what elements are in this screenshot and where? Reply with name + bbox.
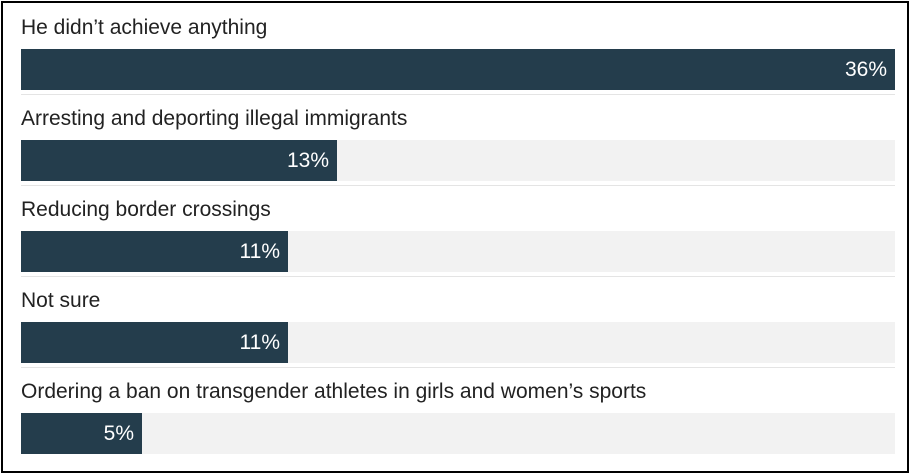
bar-track: 11% [21,322,895,363]
category-label: He didn’t achieve anything [21,16,268,39]
bar-row: Arresting and deporting illegal immigran… [21,94,895,186]
data-label: 5% [103,422,134,445]
data-label: 13% [286,149,329,172]
bar: 36% [21,49,895,90]
data-label: 11% [239,331,280,354]
bar-track: 11% [21,231,895,272]
data-label: 36% [844,58,887,81]
category-label: Not sure [21,289,101,312]
row-divider [21,367,895,368]
bar-track: 13% [21,140,895,181]
bar-track: 36% [21,49,895,90]
bar: 11% [21,322,288,363]
row-divider [21,94,895,95]
bar: 11% [21,231,288,272]
bar-row: Ordering a ban on transgender athletes i… [21,367,895,457]
category-label: Reducing border crossings [21,198,271,221]
bar-row: Not sure 11% [21,276,895,368]
bar-row: He didn’t achieve anything 36% [21,3,895,95]
bar-row: Reducing border crossings 11% [21,185,895,277]
bar-track: 5% [21,413,895,454]
row-divider [21,276,895,277]
category-label: Ordering a ban on transgender athletes i… [21,380,647,403]
category-label: Arresting and deporting illegal immigran… [21,107,408,130]
data-label: 11% [239,240,280,263]
bar: 13% [21,140,337,181]
row-divider [21,185,895,186]
bar: 5% [21,413,142,454]
